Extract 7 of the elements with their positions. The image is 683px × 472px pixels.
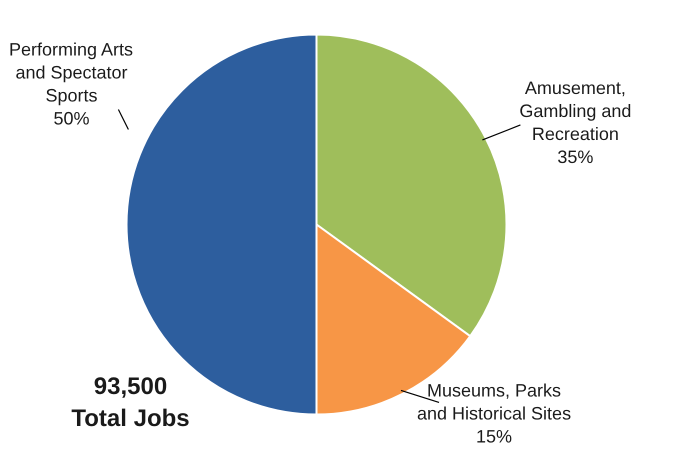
text: 93,500 Total Jobs [71,372,190,432]
data-label: 15% [476,426,512,446]
slice-label: Museums, Parks and Historical Sites [417,380,572,424]
slice-label: Amusement, Gambling and Recreation [519,78,632,144]
data-label: 50% [53,108,90,128]
slice-label: Performing Arts and Spectator Sports [8,40,134,106]
data-label: 35% [557,146,594,167]
